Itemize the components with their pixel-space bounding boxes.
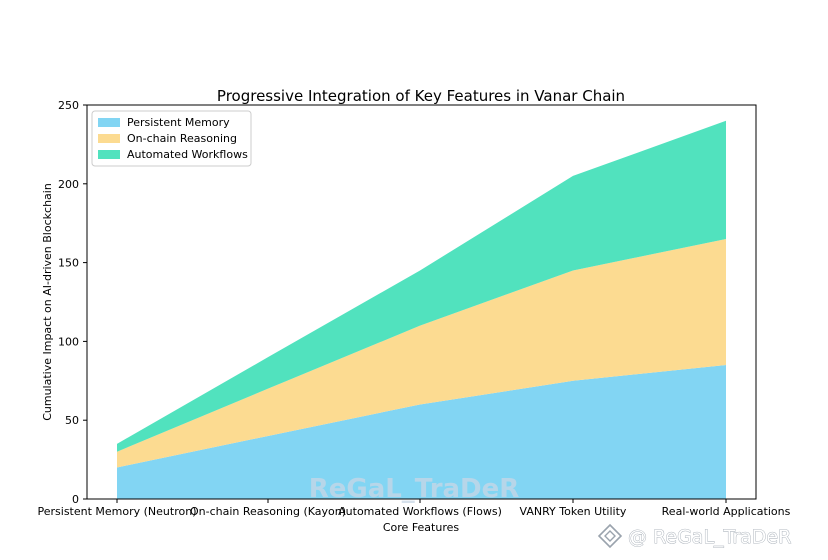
chart-title: Progressive Integration of Key Features … <box>217 87 625 105</box>
x-axis-label: Core Features <box>383 521 460 534</box>
y-tick-label: 150 <box>58 257 79 270</box>
y-tick-label: 0 <box>72 493 79 506</box>
legend-box <box>91 110 252 167</box>
legend-label: Persistent Memory <box>127 116 230 129</box>
area-series-2 <box>117 238 726 468</box>
y-tick-label: 200 <box>58 178 79 191</box>
x-tick-label: Automated Workflows (Flows) <box>338 505 502 518</box>
legend-swatch <box>98 118 120 127</box>
legend-label: Automated Workflows <box>127 148 248 161</box>
area-series-1 <box>117 365 726 499</box>
x-tick-label: VANRY Token Utility <box>520 505 627 518</box>
legend: Persistent Memory On-chain Reasoning Autom… <box>91 110 252 167</box>
diamond-logo-icon <box>597 523 623 549</box>
x-tick-label: On-chain Reasoning (Kayon) <box>190 505 346 518</box>
y-tick-label: 100 <box>58 335 79 348</box>
area-layer <box>117 120 726 499</box>
legend-swatch <box>98 150 120 159</box>
legend-label: On-chain Reasoning <box>127 132 237 145</box>
y-tick-label: 250 <box>58 99 79 112</box>
watermark-corner-text: @ ReGaL_TraDeR <box>628 526 791 548</box>
corner-watermark: @ ReGaL_TraDeR <box>597 523 792 549</box>
legend-swatch <box>98 134 120 143</box>
x-tick-label: Real-world Applications <box>662 505 791 518</box>
y-axis-label: Cumulative Impact on AI-driven Blockchai… <box>41 183 54 421</box>
y-axis: 0 50 100 150 200 250 <box>58 99 87 506</box>
x-axis: Persistent Memory (Neutron)On-chain Reas… <box>38 499 791 518</box>
y-tick-label: 50 <box>65 414 79 427</box>
plot-frame <box>86 104 757 500</box>
area-series-3 <box>117 120 726 452</box>
x-tick-label: Persistent Memory (Neutron) <box>38 505 197 518</box>
